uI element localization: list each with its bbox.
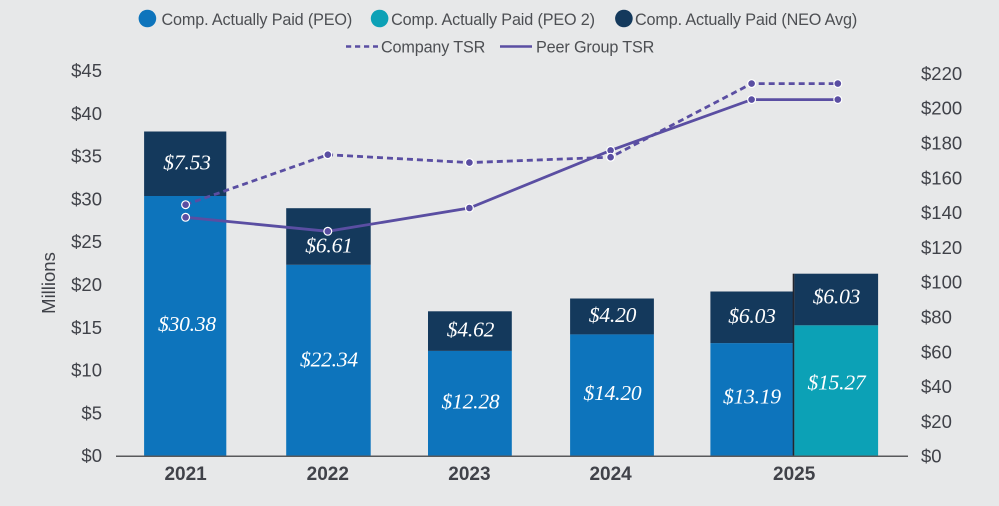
svg-text:$140: $140 xyxy=(921,202,962,223)
svg-text:$180: $180 xyxy=(921,133,962,154)
svg-text:$12.28: $12.28 xyxy=(442,390,500,414)
svg-text:$35: $35 xyxy=(71,146,102,167)
svg-text:$15.27: $15.27 xyxy=(808,371,867,395)
svg-text:$13.19: $13.19 xyxy=(723,385,781,409)
svg-text:$22.34: $22.34 xyxy=(300,347,358,371)
svg-text:$160: $160 xyxy=(921,167,962,188)
svg-text:$15: $15 xyxy=(71,317,102,338)
svg-text:$220: $220 xyxy=(921,63,962,84)
svg-text:$30: $30 xyxy=(71,188,102,209)
svg-text:2022: 2022 xyxy=(307,464,349,485)
svg-text:Millions: Millions xyxy=(38,252,59,314)
svg-text:Comp. Actually Paid (PEO 2): Comp. Actually Paid (PEO 2) xyxy=(391,11,595,29)
svg-text:$40: $40 xyxy=(71,103,102,124)
svg-text:Comp. Actually Paid (PEO): Comp. Actually Paid (PEO) xyxy=(162,11,353,29)
svg-text:$30.38: $30.38 xyxy=(158,312,216,336)
svg-text:$45: $45 xyxy=(71,60,102,81)
svg-text:$5: $5 xyxy=(81,402,102,423)
svg-text:$6.03: $6.03 xyxy=(728,304,775,328)
svg-text:$20: $20 xyxy=(71,274,102,295)
svg-text:$4.20: $4.20 xyxy=(589,303,637,327)
svg-text:$100: $100 xyxy=(921,272,962,293)
svg-text:$40: $40 xyxy=(921,376,952,397)
svg-text:2023: 2023 xyxy=(448,464,490,485)
svg-text:$6.03: $6.03 xyxy=(813,285,860,309)
svg-text:$14.20: $14.20 xyxy=(584,381,642,405)
svg-text:$120: $120 xyxy=(921,237,962,258)
svg-text:Company TSR: Company TSR xyxy=(381,39,485,57)
svg-text:$80: $80 xyxy=(921,307,952,328)
svg-text:$4.62: $4.62 xyxy=(447,317,495,341)
svg-text:Comp. Actually Paid (NEO Avg): Comp. Actually Paid (NEO Avg) xyxy=(635,11,857,29)
svg-text:2021: 2021 xyxy=(164,464,207,485)
svg-text:$7.53: $7.53 xyxy=(163,151,210,175)
svg-text:$0: $0 xyxy=(921,445,942,466)
svg-text:$6.61: $6.61 xyxy=(305,234,352,258)
svg-text:2025: 2025 xyxy=(773,464,816,485)
svg-text:$200: $200 xyxy=(921,98,962,119)
svg-text:$25: $25 xyxy=(71,231,102,252)
svg-text:$0: $0 xyxy=(81,445,102,466)
svg-text:$20: $20 xyxy=(921,411,952,432)
svg-text:Peer Group TSR: Peer Group TSR xyxy=(536,39,654,57)
svg-text:2024: 2024 xyxy=(589,464,632,485)
svg-text:$10: $10 xyxy=(71,360,102,381)
svg-text:$60: $60 xyxy=(921,341,952,362)
